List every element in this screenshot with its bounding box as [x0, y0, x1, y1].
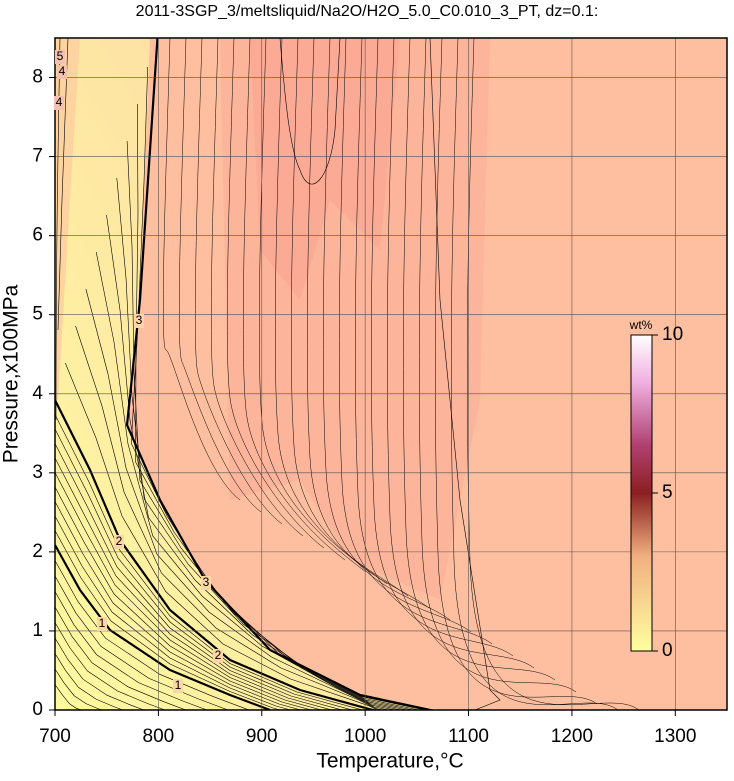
- contour-label: 2: [116, 534, 123, 548]
- colorbar-tick-label: 5: [662, 482, 673, 503]
- colorbar-tick-label: 10: [662, 324, 683, 345]
- y-tick-label: 0: [32, 699, 43, 720]
- contour-label: 4: [59, 64, 66, 78]
- contour-line: [55, 606, 187, 710]
- chart-title: 2011-3SGP_3/meltsliquid/Na2O/H2O_5.0_C0.…: [136, 3, 599, 20]
- contour-label: 3: [203, 575, 210, 589]
- contour-field: [55, 38, 727, 710]
- colorbar-tick-label: 0: [662, 640, 673, 661]
- x-tick-label: 1000: [344, 726, 386, 747]
- y-tick-label: 6: [32, 225, 43, 246]
- contour-line: [307, 38, 430, 609]
- contour-line: [55, 428, 354, 710]
- contour-line: [179, 38, 262, 513]
- contour-label: 1: [175, 678, 182, 692]
- contour-label-bg: [97, 617, 107, 631]
- y-tick-label: 8: [32, 67, 43, 88]
- contour-label: 2: [215, 648, 222, 662]
- colorbar-label: wt%: [629, 318, 653, 332]
- contour-label-bg: [173, 679, 183, 693]
- contour-label-bg: [57, 65, 67, 79]
- contour-label: 5: [57, 49, 64, 63]
- y-axis-label: Pressure,x100MPa: [0, 284, 23, 463]
- contour-line: [57, 38, 69, 331]
- contour-line: [55, 457, 333, 710]
- contour-line-major: [125, 38, 436, 710]
- contour-line: [419, 38, 577, 693]
- colorbar: [630, 334, 653, 652]
- contour-line: [339, 38, 472, 633]
- x-tick-label: 900: [246, 726, 278, 747]
- contour-line: [116, 177, 409, 710]
- contour-line: [135, 103, 421, 710]
- x-axis-label: Temperature,°C: [316, 750, 463, 773]
- contour-line-major: [55, 544, 271, 710]
- contour-label-bg: [55, 50, 65, 64]
- contour-line: [55, 653, 124, 710]
- contour-line: [371, 38, 514, 657]
- contour-label-bg: [134, 314, 144, 328]
- contour-line: [211, 38, 304, 537]
- contour-line: [55, 575, 229, 710]
- contour-line: [227, 38, 325, 549]
- contour-line: [55, 414, 364, 710]
- x-tick-label: 1200: [551, 726, 593, 747]
- contour-line: [429, 38, 501, 710]
- contour-line: [275, 38, 388, 585]
- contour-line: [55, 486, 313, 710]
- contour-line: [55, 560, 250, 710]
- contour-line: [55, 530, 282, 710]
- contour-label: 4: [56, 95, 63, 109]
- x-tick-label: 1300: [654, 726, 696, 747]
- contour-line: [55, 668, 103, 710]
- contour-line: [95, 251, 397, 710]
- contour-line: [65, 362, 379, 710]
- contour-line: [55, 684, 82, 710]
- contour-line: [55, 591, 208, 710]
- contour-line: [55, 472, 323, 710]
- contour-line: [106, 214, 403, 710]
- contour-line: [55, 443, 344, 710]
- contour-line: [126, 140, 415, 710]
- contour-line: [435, 38, 598, 705]
- contour-label-bg: [54, 96, 64, 110]
- contour-line: [55, 38, 61, 421]
- contour-label: 1: [99, 616, 106, 630]
- contour-line: [355, 38, 493, 645]
- contour-line: [75, 325, 385, 710]
- x-tick-label: 1100: [448, 726, 489, 747]
- contour-line: [195, 38, 283, 525]
- contour-line: [55, 622, 166, 710]
- y-tick-label: 4: [32, 383, 43, 404]
- x-tick-label: 800: [143, 726, 175, 747]
- plot-frame: [54, 37, 728, 711]
- contour-line: [55, 637, 145, 710]
- contour-line: [387, 38, 535, 669]
- contour-line: [55, 515, 292, 710]
- contour-label: 3: [136, 313, 143, 327]
- contour-label-bg: [213, 649, 223, 663]
- x-tick-label: 700: [39, 726, 71, 747]
- contour-line: [467, 38, 640, 710]
- contour-line: [259, 38, 367, 573]
- y-tick-label: 1: [32, 620, 43, 641]
- contour-line: [403, 38, 556, 681]
- contour-line: [55, 501, 302, 710]
- y-tick-label: 5: [32, 304, 43, 325]
- contour-label-bg: [201, 576, 211, 590]
- contour-line: [243, 38, 346, 561]
- contour-line: [163, 38, 241, 501]
- y-tick-label: 3: [32, 462, 43, 483]
- contour-label-bg: [114, 535, 124, 549]
- y-tick-label: 2: [32, 541, 43, 562]
- contour-line-major: [55, 399, 377, 710]
- y-tick-label: 7: [32, 146, 43, 167]
